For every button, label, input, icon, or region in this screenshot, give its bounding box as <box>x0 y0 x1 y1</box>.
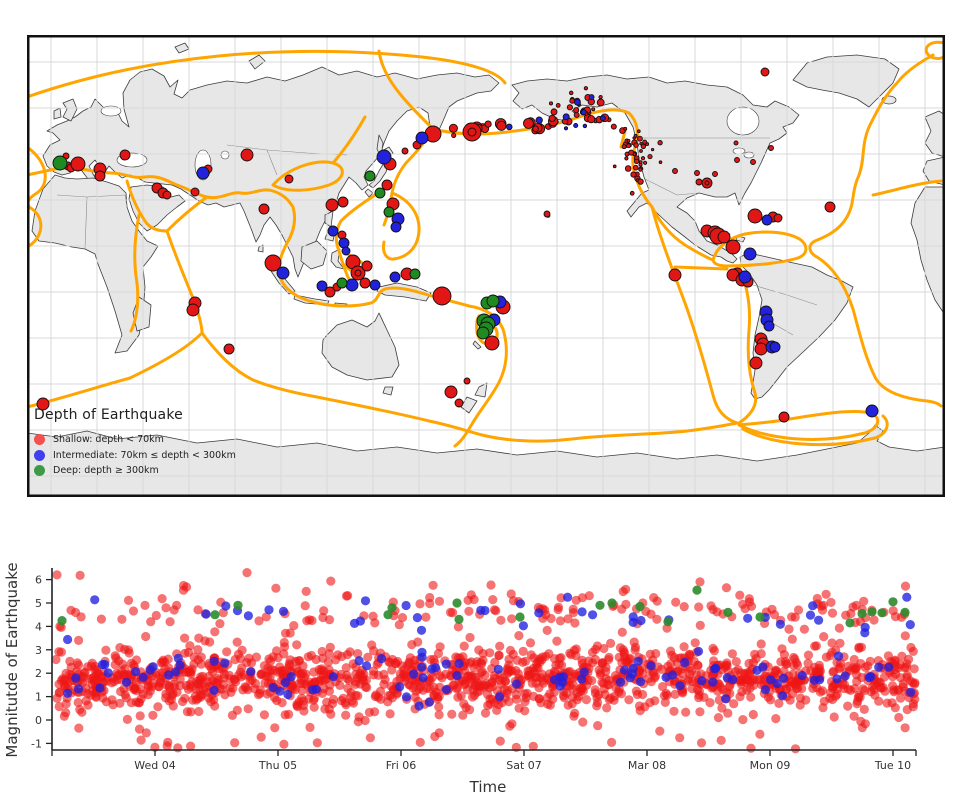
magnitude-time-panel: -1 0 1 2 3 4 5 6 Wed 04 Thu 05 Fri 06 Sat 07 Mar 08 M… <box>0 520 960 800</box>
legend-title: Depth of Earthquake <box>34 407 183 423</box>
svg-text:4: 4 <box>35 620 42 633</box>
antarctica <box>27 424 945 497</box>
x-axis-title: Time <box>469 778 507 796</box>
svg-text:Tue 10: Tue 10 <box>874 759 911 772</box>
landmasses <box>27 42 945 497</box>
svg-text:1: 1 <box>35 691 42 704</box>
intermediate-dot-icon <box>34 449 45 461</box>
svg-text:Fri 06: Fri 06 <box>386 759 417 772</box>
iberia-repeat <box>922 156 945 186</box>
greenland <box>792 54 900 108</box>
svg-text:Mon 09: Mon 09 <box>750 759 791 772</box>
legend-item-intermediate[interactable]: Intermediate: 70km ≤ depth < 300km <box>34 448 236 464</box>
britain-repeat <box>924 110 945 158</box>
map-earthquake-dots[interactable] <box>36 67 879 423</box>
svg-text:Thu 05: Thu 05 <box>258 759 297 772</box>
svg-text:6: 6 <box>35 574 42 587</box>
britain <box>62 98 78 122</box>
africa-repeat <box>910 186 945 316</box>
borneo <box>300 240 328 270</box>
world-map[interactable] <box>27 35 945 497</box>
map-frame <box>27 35 945 497</box>
ireland <box>53 107 62 120</box>
kyushu <box>364 188 374 198</box>
svg-text:-1: -1 <box>31 737 42 750</box>
new-caledonia <box>472 340 482 350</box>
scatter-points[interactable] <box>51 568 920 754</box>
svg-text:Mar 08: Mar 08 <box>628 759 666 772</box>
earthquake-map-panel: Depth of Earthquake Shallow: depth < 70k… <box>27 35 945 497</box>
y-axis-title: Magnitutde of Earthquake <box>3 562 21 757</box>
tasmania <box>382 386 394 396</box>
plate-boundaries <box>27 40 945 448</box>
legend-item-deep[interactable]: Deep: depth ≥ 300km <box>34 463 236 479</box>
map-legend: Depth of Earthquake Shallow: depth < 70k… <box>34 407 236 479</box>
shallow-dot-icon <box>34 434 45 446</box>
svg-text:Wed 04: Wed 04 <box>134 759 175 772</box>
legend-item-shallow[interactable]: Shallow: depth < 70km <box>34 432 236 448</box>
svg-text:2: 2 <box>35 667 42 680</box>
svg-text:5: 5 <box>35 597 42 610</box>
magnitude-time-scatter[interactable]: -1 0 1 2 3 4 5 6 Wed 04 Thu 05 Fri 06 Sat 07 Mar 08 M… <box>0 520 960 800</box>
scatter-ticks <box>46 578 917 756</box>
svg-text:0: 0 <box>35 714 42 727</box>
svg-text:3: 3 <box>35 644 42 657</box>
scatter-tick-labels: -1 0 1 2 3 4 5 6 Wed 04 Thu 05 Fri 06 Sat 07 Mar 08 M… <box>31 574 911 772</box>
svg-text:Sat 07: Sat 07 <box>506 759 542 772</box>
deep-dot-icon <box>34 465 45 477</box>
